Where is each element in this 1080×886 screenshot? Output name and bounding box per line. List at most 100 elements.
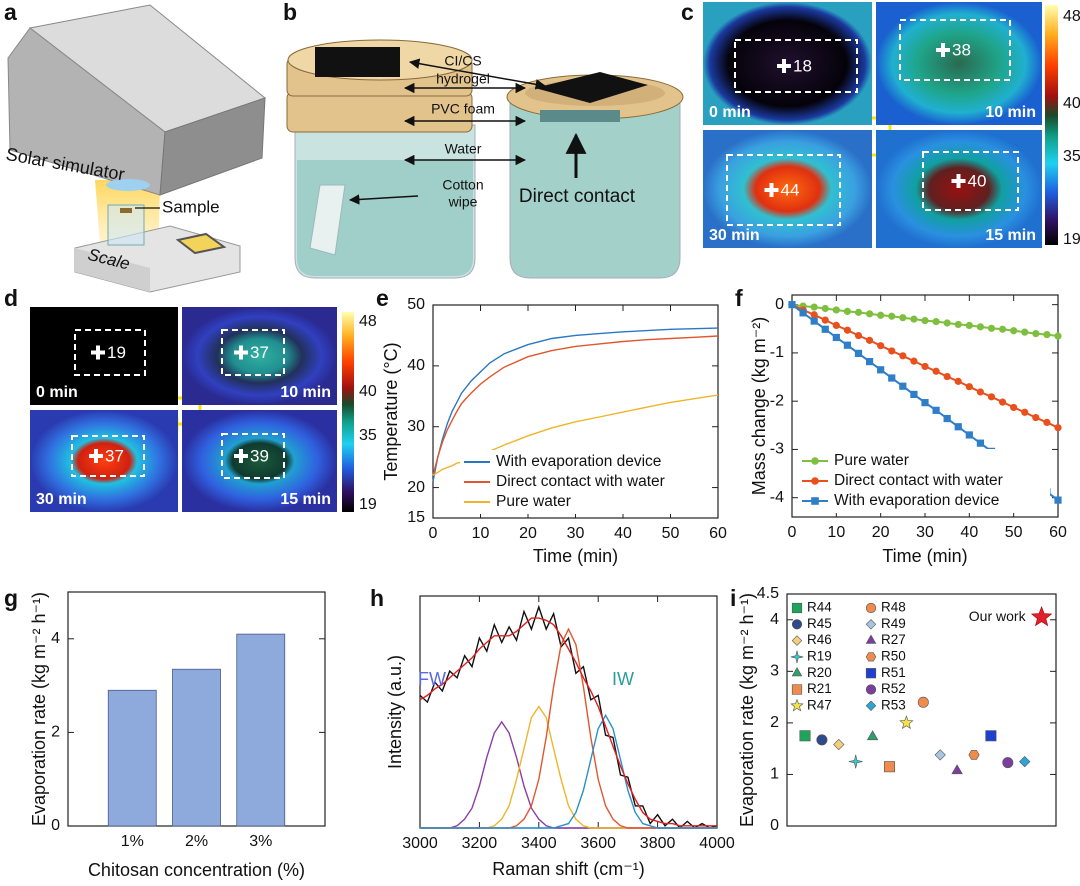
temperature-reading: 19 — [107, 343, 126, 362]
illustration-label: PVC foam — [431, 101, 495, 117]
legend-label: R51 — [881, 665, 906, 680]
crosshair — [89, 449, 103, 463]
marker — [921, 362, 929, 371]
marker — [921, 399, 929, 407]
temperature-reading: 38 — [952, 40, 971, 59]
marker — [934, 749, 946, 761]
x-tick-label: 60 — [709, 525, 727, 542]
plot-frame — [786, 593, 1057, 827]
illustration-label: Direct contact — [519, 186, 636, 207]
panel-label: e — [376, 285, 389, 311]
marker — [1032, 330, 1040, 338]
panel-label: f — [735, 285, 743, 311]
y-tick-label: -4 — [770, 489, 784, 506]
legend-label: R50 — [881, 648, 906, 663]
marker — [791, 684, 803, 695]
x-axis-label: Raman shift (cm⁻¹) — [492, 859, 645, 879]
y-tick-label: 0 — [770, 817, 779, 834]
bar — [236, 633, 286, 827]
marker — [1010, 327, 1018, 335]
marker — [943, 414, 951, 423]
marker — [998, 325, 1007, 333]
legend-box — [460, 450, 712, 514]
data-line — [432, 327, 719, 482]
illustration-label: Sample — [162, 197, 220, 216]
marker — [865, 700, 877, 712]
x-tick-label: 3400 — [521, 835, 557, 852]
region-box — [922, 151, 1019, 211]
jar-illustration — [286, 39, 684, 279]
colorbar-tick-label: 48 — [1063, 8, 1080, 25]
marker — [799, 309, 807, 317]
x-tick-label: 50 — [662, 525, 680, 542]
region-box — [71, 435, 145, 477]
marker — [910, 357, 918, 365]
y-tick-label: 0 — [51, 817, 60, 834]
marker — [1021, 408, 1029, 416]
y-tick-label: 3 — [770, 663, 779, 680]
x-axis-label: Time (min) — [882, 546, 967, 566]
marker — [1002, 757, 1014, 769]
marker — [1019, 755, 1031, 768]
panel-label: i — [730, 585, 736, 611]
legend-label: R47 — [807, 697, 832, 712]
x-tick-label: 4000 — [699, 835, 735, 852]
marker — [965, 321, 973, 330]
x-tick-label: 10 — [472, 525, 490, 542]
y-tick-label: 20 — [407, 479, 425, 496]
y-tick-label: 30 — [407, 418, 425, 435]
marker — [821, 316, 829, 324]
thermal-image — [876, 130, 1042, 248]
legend-label: R45 — [807, 616, 832, 631]
marker — [832, 333, 840, 342]
thermal-image — [703, 130, 872, 248]
marker — [932, 406, 940, 414]
illustration-label: CI/CS — [444, 53, 481, 69]
marker — [1010, 403, 1018, 412]
marker — [791, 667, 803, 677]
marker — [854, 331, 863, 340]
marker — [865, 634, 877, 644]
x-tick-label: 3000 — [402, 835, 438, 852]
marker — [932, 317, 940, 326]
marker — [976, 388, 985, 396]
crosshair — [764, 183, 779, 197]
marker — [1054, 496, 1062, 504]
marker — [810, 303, 818, 311]
panel-label: a — [4, 0, 17, 25]
y-axis-label: Mass change (kg m⁻²) — [749, 317, 769, 496]
crosshair — [777, 59, 791, 73]
y-tick-label: 40 — [407, 357, 425, 374]
x-tick-label: 30 — [567, 525, 585, 542]
marker — [965, 383, 973, 391]
region-box — [74, 329, 146, 376]
marker — [899, 715, 914, 730]
region-box — [221, 329, 285, 376]
marker — [877, 366, 885, 374]
x-tick-label: 30 — [916, 524, 934, 541]
marker — [968, 750, 980, 760]
colorbar-tick-label: 40 — [359, 383, 377, 400]
legend-label: R48 — [881, 600, 906, 615]
marker — [943, 319, 951, 327]
y-tick-label: 15 — [407, 509, 425, 526]
plot-frame — [419, 595, 718, 829]
legend-label: R21 — [807, 681, 832, 696]
thermal-image — [876, 2, 1042, 125]
y-tick-label: 4.5 — [757, 585, 779, 602]
crosshair — [91, 345, 105, 360]
marker — [888, 312, 896, 320]
marker — [865, 668, 877, 679]
point-label: Our work — [969, 608, 1027, 624]
marker — [951, 764, 963, 775]
marker — [791, 619, 803, 630]
marker — [899, 352, 907, 360]
time-label: 15 min — [985, 227, 1036, 244]
marker — [921, 316, 929, 325]
y-tick-label: 1 — [770, 766, 779, 783]
legend-label: Direct contact with water — [834, 472, 1003, 489]
y-tick-label: -1 — [770, 344, 784, 361]
marker — [811, 457, 819, 465]
data-line — [432, 335, 719, 476]
bar — [107, 689, 157, 827]
